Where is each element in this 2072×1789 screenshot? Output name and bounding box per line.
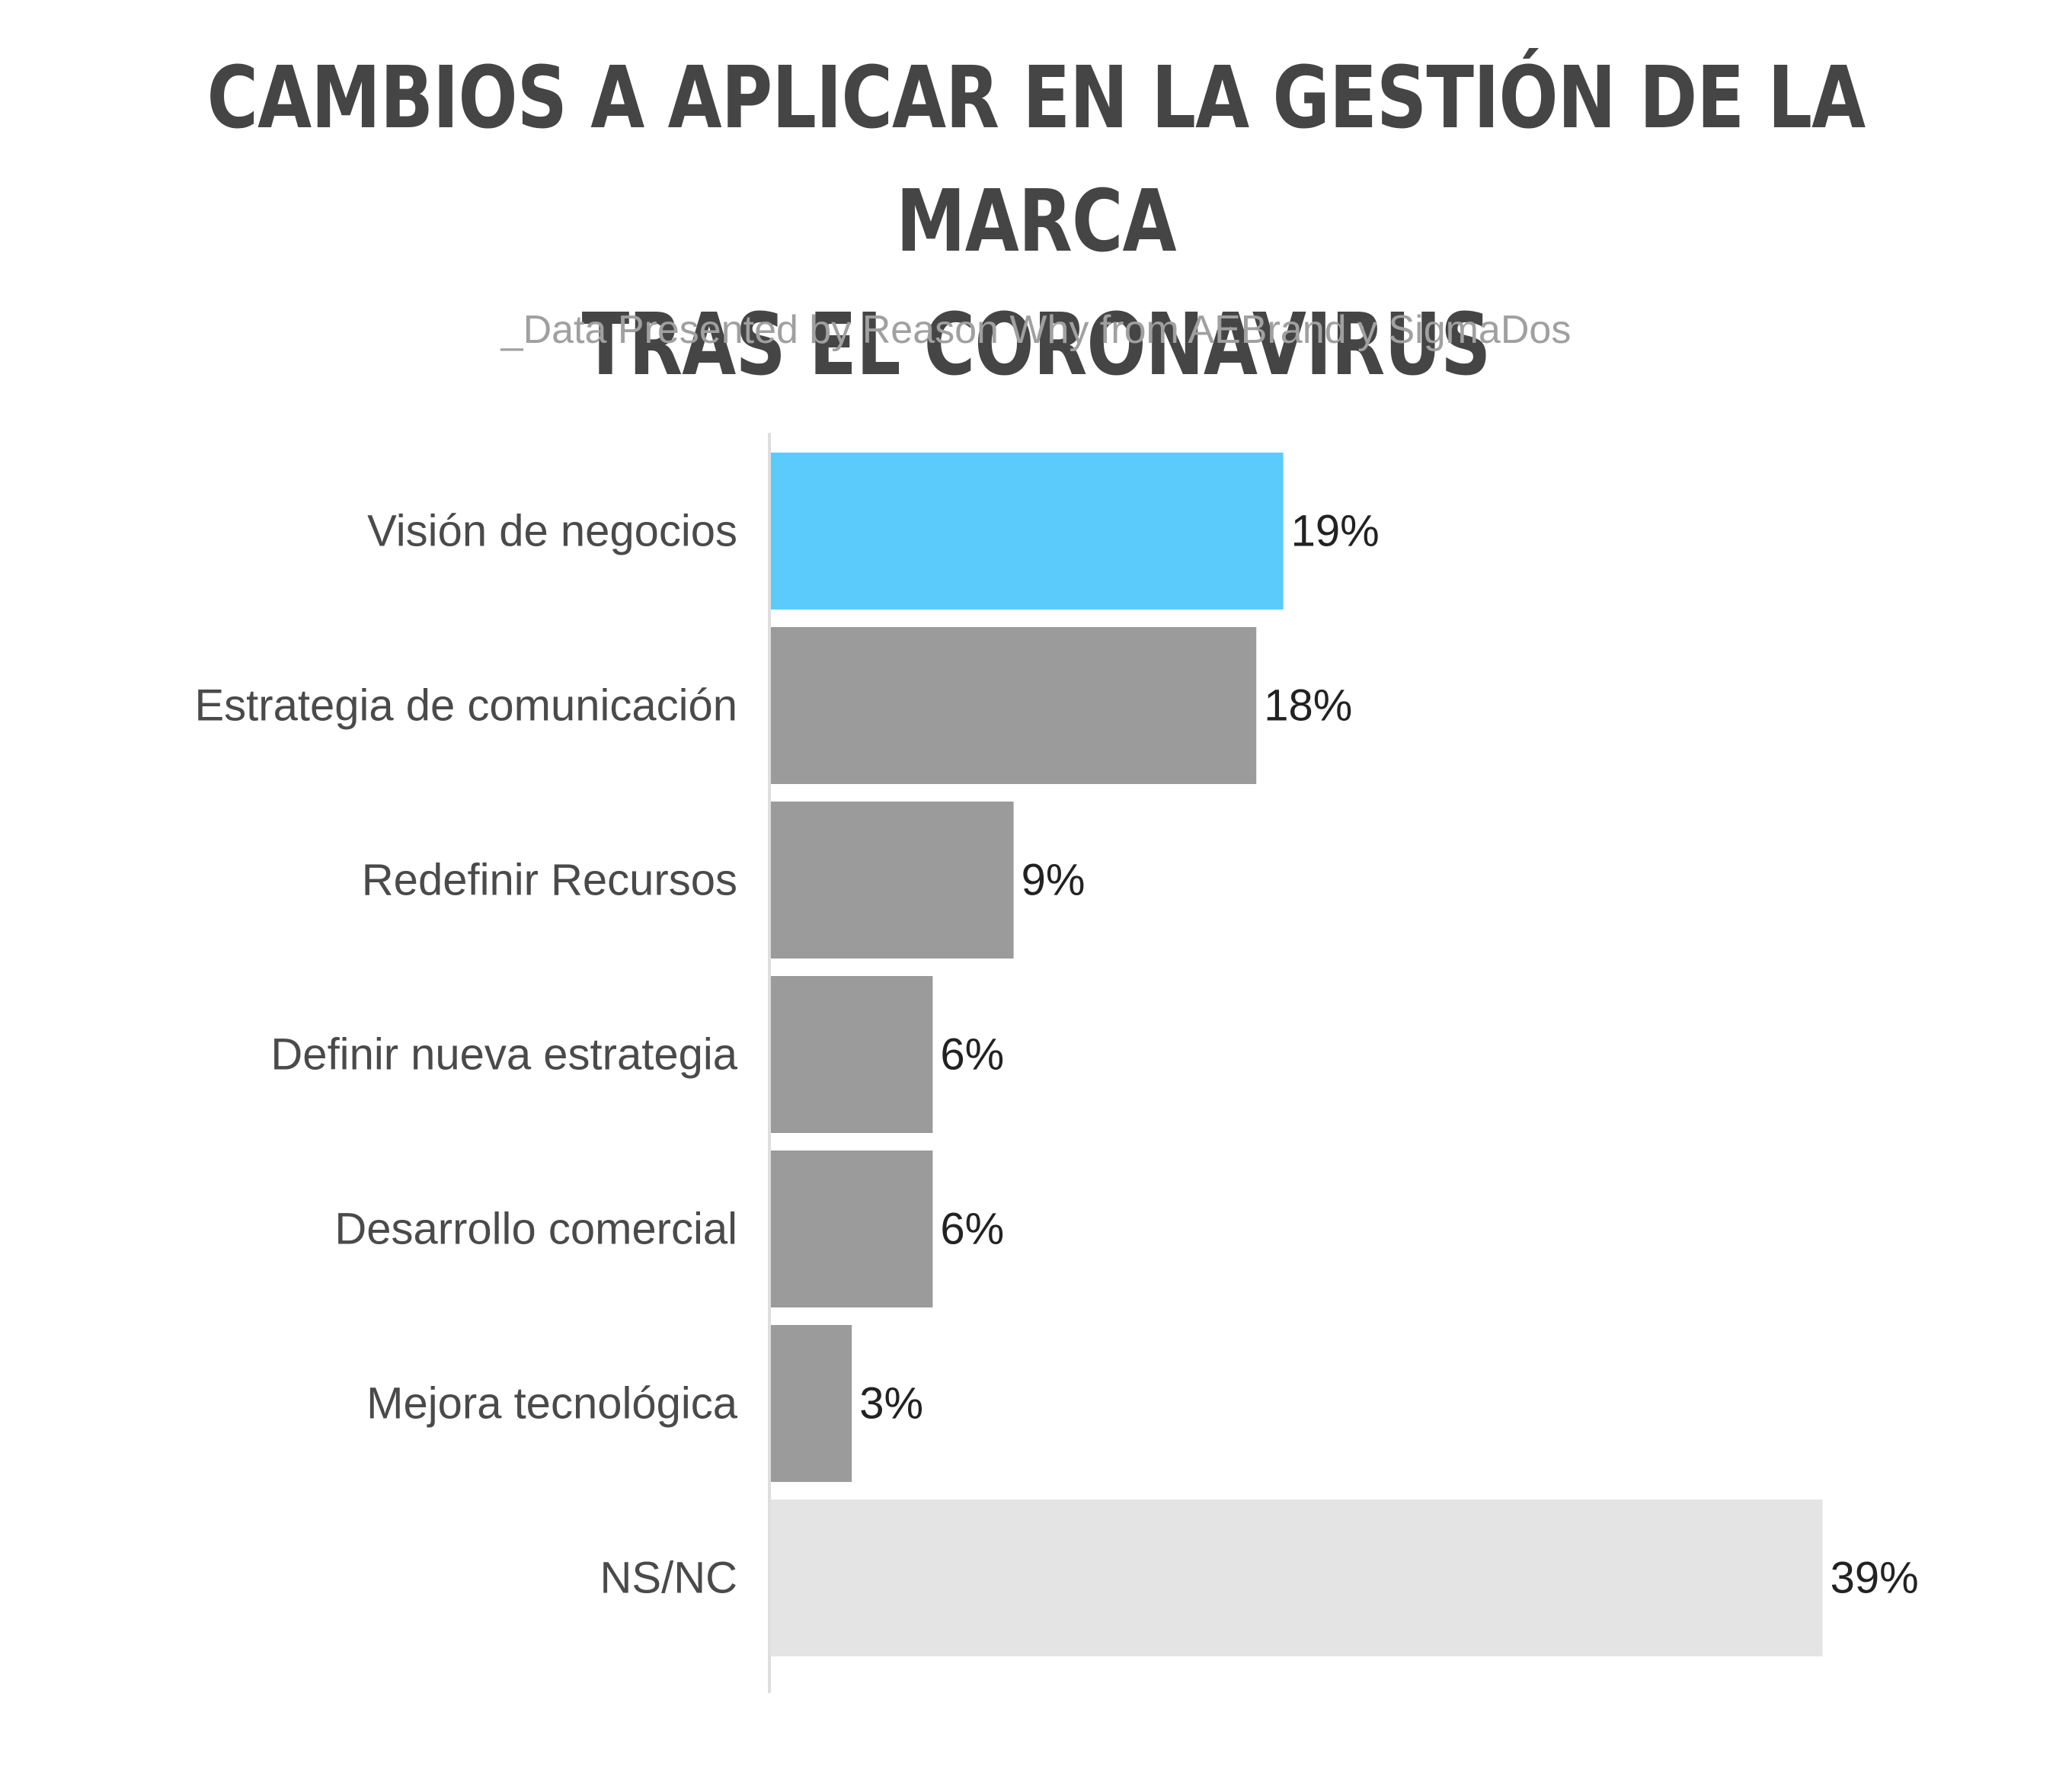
category-label: Definir nueva estrategia [270, 1030, 737, 1080]
bar-3 [771, 802, 1014, 959]
category-label: Desarrollo comercial [334, 1205, 737, 1254]
value-label: 39% [1831, 1554, 1919, 1603]
bar-4 [771, 976, 933, 1133]
value-label: 6% [940, 1205, 1004, 1254]
chart-title: CAMBIOS A APLICAR EN LA GESTIÓN DE LA MA… [187, 37, 1885, 407]
value-label: 3% [859, 1379, 923, 1429]
bars-layer [771, 453, 1823, 1656]
category-label: Estrategia de comunicación [194, 681, 737, 731]
chart-title-line-1: CAMBIOS A APLICAR EN LA GESTIÓN DE LA MA… [206, 49, 1866, 271]
value-label: 9% [1022, 856, 1086, 905]
bar-6 [771, 1325, 852, 1482]
value-label: 19% [1291, 507, 1380, 556]
bar-1 [771, 453, 1284, 610]
category-label: Redefinir Recursos [362, 856, 737, 905]
bar-7 [771, 1499, 1823, 1656]
chart-title-line-2: TRAS EL CORONAVIRUS [581, 296, 1492, 395]
chart-subtitle: _Data Presented by Reason Why from AEBra… [500, 308, 1572, 352]
value-label: 18% [1264, 681, 1352, 731]
labels-layer: Visión de negocios 19% Estrategia de comun… [194, 507, 1918, 1603]
bar-5 [771, 1151, 933, 1307]
category-label: Visión de negocios [367, 507, 737, 556]
category-label: Mejora tecnológica [366, 1379, 738, 1429]
value-label: 6% [940, 1030, 1004, 1080]
bar-2 [771, 627, 1257, 784]
category-label: NS/NC [600, 1554, 737, 1603]
